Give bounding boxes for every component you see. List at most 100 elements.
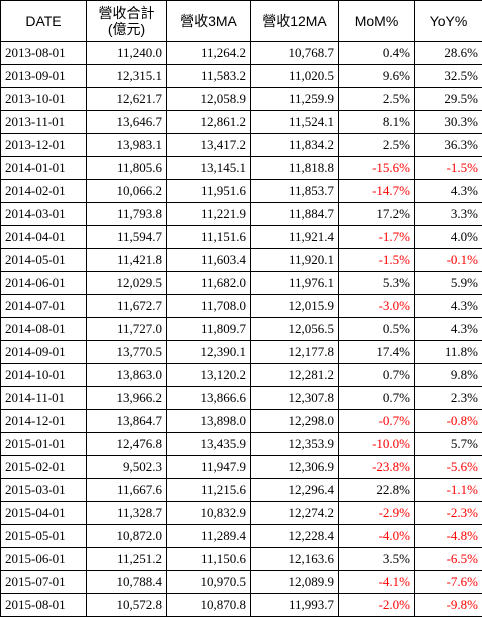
cell-revenue: 10,872.0 [87,525,167,548]
cell-revenue: 10,066.2 [87,180,167,203]
cell-yoy: 2.3% [415,387,482,410]
cell-yoy: 4.3% [415,180,482,203]
cell-yoy: 4.3% [415,295,482,318]
cell-yoy: -0.1% [415,249,482,272]
cell-revenue: 13,770.5 [87,341,167,364]
cell-revenue: 12,621.7 [87,88,167,111]
cell-ma12: 11,921.4 [251,226,339,249]
cell-ma12: 11,920.1 [251,249,339,272]
cell-ma3: 11,221.9 [167,203,251,226]
cell-mom: 5.3% [339,272,415,295]
cell-date: 2015-05-01 [1,525,87,548]
cell-date: 2015-08-01 [1,594,87,617]
cell-ma3: 10,970.5 [167,571,251,594]
cell-ma3: 11,603.4 [167,249,251,272]
cell-ma12: 12,274.2 [251,502,339,525]
header-row: DATE 營收合計 (億元) 營收3MA 營收12MA MoM% YoY% [1,1,482,42]
cell-yoy: -9.8% [415,594,482,617]
cell-mom: 9.6% [339,65,415,88]
cell-revenue: 13,863.0 [87,364,167,387]
cell-date: 2015-02-01 [1,456,87,479]
cell-date: 2015-07-01 [1,571,87,594]
cell-mom: 17.4% [339,341,415,364]
cell-mom: -0.7% [339,410,415,433]
cell-date: 2014-07-01 [1,295,87,318]
cell-mom: 0.7% [339,387,415,410]
cell-ma3: 11,289.4 [167,525,251,548]
cell-yoy: -6.5% [415,548,482,571]
cell-ma12: 10,768.7 [251,42,339,65]
cell-mom: -2.0% [339,594,415,617]
cell-date: 2013-08-01 [1,42,87,65]
column-header-revenue-unit: (億元) [91,21,162,37]
cell-mom: 17.2% [339,203,415,226]
cell-yoy: 28.6% [415,42,482,65]
cell-yoy: -1.1% [415,479,482,502]
cell-ma12: 11,259.9 [251,88,339,111]
cell-ma3: 13,417.2 [167,134,251,157]
cell-revenue: 13,864.7 [87,410,167,433]
cell-revenue: 11,667.6 [87,479,167,502]
cell-ma12: 11,853.7 [251,180,339,203]
cell-revenue: 13,646.7 [87,111,167,134]
cell-yoy: -2.3% [415,502,482,525]
column-header-mom: MoM% [339,1,415,42]
cell-revenue: 12,476.8 [87,433,167,456]
cell-ma3: 11,264.2 [167,42,251,65]
cell-ma12: 12,306.9 [251,456,339,479]
cell-ma3: 11,150.6 [167,548,251,571]
cell-ma12: 12,307.8 [251,387,339,410]
cell-ma3: 11,215.6 [167,479,251,502]
cell-ma12: 11,524.1 [251,111,339,134]
cell-ma12: 11,884.7 [251,203,339,226]
cell-ma3: 11,947.9 [167,456,251,479]
cell-date: 2015-04-01 [1,502,87,525]
cell-ma3: 12,390.1 [167,341,251,364]
cell-ma12: 12,015.9 [251,295,339,318]
cell-ma12: 11,818.8 [251,157,339,180]
cell-yoy: 3.3% [415,203,482,226]
cell-ma12: 12,163.6 [251,548,339,571]
cell-date: 2014-12-01 [1,410,87,433]
cell-date: 2014-02-01 [1,180,87,203]
cell-mom: -23.8% [339,456,415,479]
cell-ma12: 12,353.9 [251,433,339,456]
cell-yoy: -4.8% [415,525,482,548]
cell-yoy: 11.8% [415,341,482,364]
column-header-date: DATE [1,1,87,42]
cell-date: 2014-03-01 [1,203,87,226]
cell-yoy: 5.7% [415,433,482,456]
cell-ma3: 12,058.9 [167,88,251,111]
cell-ma3: 11,583.2 [167,65,251,88]
column-header-yoy: YoY% [415,1,482,42]
cell-revenue: 11,672.7 [87,295,167,318]
cell-yoy: 4.0% [415,226,482,249]
cell-yoy: -1.5% [415,157,482,180]
cell-revenue: 10,788.4 [87,571,167,594]
cell-ma3: 10,832.9 [167,502,251,525]
cell-revenue: 12,029.5 [87,272,167,295]
cell-mom: 2.5% [339,134,415,157]
cell-ma12: 11,993.7 [251,594,339,617]
cell-mom: -3.0% [339,295,415,318]
cell-revenue: 11,240.0 [87,42,167,65]
column-header-revenue-title: 營收合計 [91,5,162,21]
cell-ma3: 10,870.8 [167,594,251,617]
cell-ma12: 12,089.9 [251,571,339,594]
